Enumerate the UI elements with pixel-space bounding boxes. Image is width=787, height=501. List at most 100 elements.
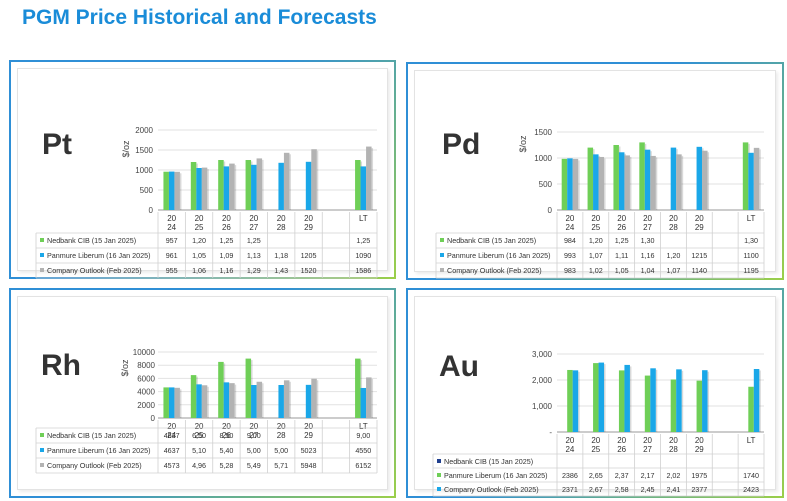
pd-bar-shadow [604,158,606,210]
rh-category-label: 28 [277,431,286,440]
pd-y-tick-label: 1000 [534,154,552,163]
rh-bar [229,383,235,418]
au-category-label: LT [747,436,756,445]
pd-bar [593,154,599,210]
rh-table-value: 5948 [301,461,317,470]
rh-bar [196,384,202,418]
pd-y-axis-label: $/oz [518,135,528,153]
au-legend-label: Nedbank CIB (15 Jan 2025) [444,457,533,466]
pt-category-label: 26 [222,223,231,232]
au-bar [696,380,703,432]
au-chart-panel: Au -1,000 2,000 3,000 20 24 20 25 20 26 20 27 20 28 2… [406,288,784,498]
pt-bar [168,171,175,210]
rh-table-value: 6152 [355,461,371,470]
pd-category-label: 25 [591,223,600,232]
pt-bar [201,167,208,210]
pd-bar [748,152,754,210]
pt-legend-label: Company Outlook (Feb 2025) [47,266,142,275]
pd-category-label: 20 [591,214,600,223]
au-bar [618,370,625,432]
pt-table-value: 1,20 [192,236,206,245]
rh-bar-shadow [179,389,182,418]
pd-bar [670,147,677,210]
pd-bar [639,142,645,210]
pd-category-label: 20 [617,214,626,223]
pt-table-value: 957 [166,236,178,245]
pd-table-value: 1,20 [589,236,603,245]
pt-bar [196,168,202,210]
pd-bar-shadow [578,160,580,210]
rh-category-label: 20 [249,422,258,431]
rh-table-value: 5,40 [219,446,233,455]
pd-table-value: 1,07 [589,251,603,260]
pt-table-value: 1,09 [219,251,233,260]
pt-table-value: 1,25 [219,236,233,245]
au-table-value: 2,02 [666,471,680,480]
pt-legend-swatch [40,268,44,272]
pd-bar-shadow [655,157,658,210]
au-category-label: 20 [669,436,678,445]
au-table-value: 2,41 [666,485,680,494]
pt-chart-panel: Pt 0 500 1000 1500 2000 $/oz 20 24 20 25 20 26 20 27 2… [9,60,396,279]
pd-category-label: 20 [565,214,574,223]
au-legend-swatch [437,487,441,491]
au-bar-shadow [578,371,580,432]
pt-legend-label: Nedbank CIB (15 Jan 2025) [47,236,136,245]
pt-category-label: 27 [249,223,258,232]
au-legend-label: Company Outlook (Feb 2025) [444,485,539,494]
rh-category-label: 27 [249,431,258,440]
rh-table-value: 5,71 [274,461,288,470]
pd-bar [572,158,579,210]
rh-table-value: 4,96 [192,461,206,470]
page-title: PGM Price Historical and Forecasts [22,6,377,29]
pd-bar-shadow [707,152,710,210]
pt-bar [190,162,197,210]
pt-bar [283,152,290,210]
pt-bar [305,161,312,210]
pd-metal-label: Pd [442,128,481,161]
pd-chart: 050010001500$/oz202420252026202720282029… [435,128,765,279]
au-bar-shadow [759,370,761,432]
rh-table-value: 9,00 [356,431,370,440]
rh-category-label: 20 [222,422,231,431]
rh-bar-shadow [289,381,291,418]
pt-chart: 0500100015002000$/oz20242025202620272028… [35,126,378,279]
au-bar-shadow [629,366,632,432]
pd-table-value: 1100 [743,251,758,260]
pt-bar-shadow [289,154,291,210]
au-table-value: 2,45 [641,485,655,494]
pt-bar [251,164,257,210]
rh-y-tick-label: 10000 [133,348,156,357]
pd-table-value: 1,20 [666,251,680,260]
pd-y-tick-label: 500 [539,180,553,189]
rh-bar [174,387,180,418]
pd-bar [644,149,651,210]
rh-category-label: 29 [304,431,313,440]
pd-legend-label: Nedbank CIB (15 Jan 2025) [447,236,536,245]
rh-bar [278,385,284,418]
pd-table-value: 984 [564,236,576,245]
pt-bar [229,163,235,210]
pt-bar [311,149,317,210]
pt-bar [360,166,367,210]
rh-bar-shadow [234,384,237,418]
pd-bar [624,155,630,210]
pd-chart-panel: Pd 0 500 1000 1500 $/oz 20 24 20 25 20 26 20 27 20 28 2… [406,62,784,280]
rh-legend-swatch [40,433,44,437]
au-bar-shadow [655,369,658,432]
au-y-tick-label: 3,000 [532,350,553,359]
rh-table-value: 5,28 [219,461,233,470]
au-category-label: 25 [591,445,600,454]
pd-table-value: 1195 [743,266,758,275]
pt-bar-shadow [234,165,237,210]
rh-bar [283,380,290,418]
rh-bar [223,382,230,418]
au-bar [748,386,754,432]
pt-y-tick-label: 2000 [135,126,153,135]
pd-table-value: 983 [564,266,576,275]
pt-table-value: 955 [166,266,178,275]
pt-category-label: 25 [195,223,204,232]
au-bar [593,363,599,432]
rh-table-value: 6,50 [192,431,206,440]
rh-chart-panel: Rh 0 2000 4000 6000 8000 10000 $/oz 20 24 20 25 20 2… [9,288,396,498]
